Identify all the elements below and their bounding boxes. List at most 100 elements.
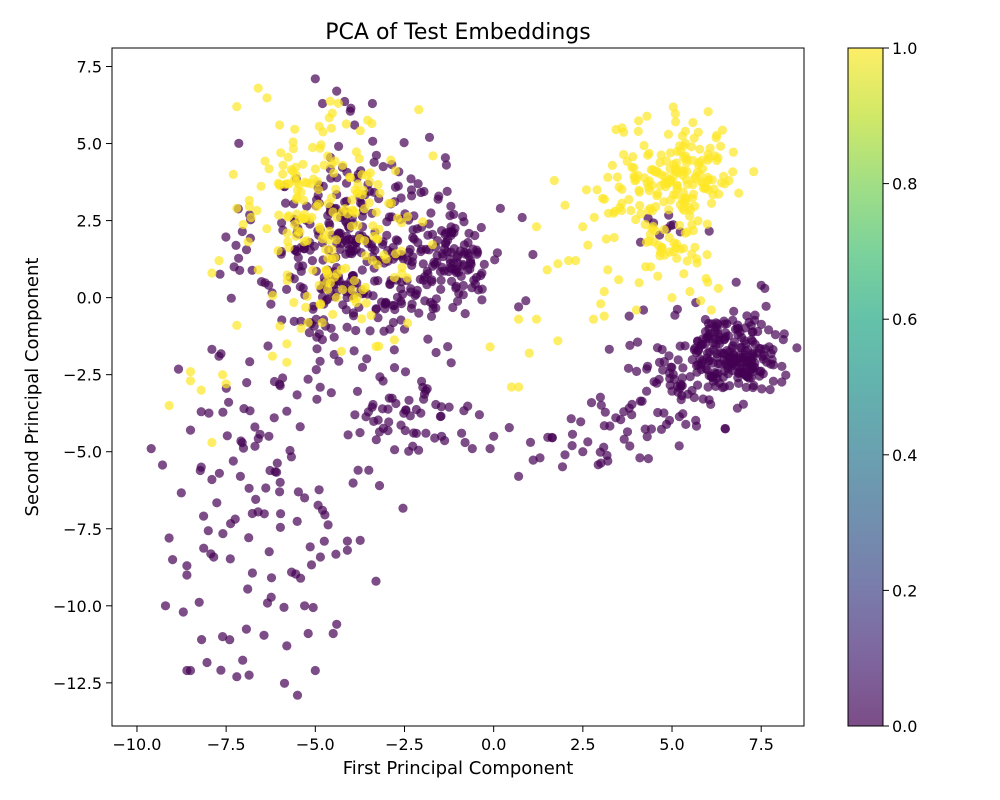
data-point — [238, 443, 249, 453]
data-point — [713, 153, 723, 163]
data-point — [393, 181, 403, 191]
data-point — [196, 385, 206, 395]
data-point — [766, 359, 776, 369]
data-point — [646, 262, 656, 272]
data-point — [329, 168, 339, 178]
data-point — [232, 102, 242, 112]
data-point — [303, 628, 313, 639]
data-point — [619, 407, 629, 417]
data-point — [390, 445, 400, 455]
data-point — [589, 212, 599, 222]
data-point — [713, 283, 724, 293]
scatter-points — [102, 74, 802, 700]
data-point — [332, 619, 342, 629]
data-point — [313, 199, 324, 209]
data-point — [749, 167, 759, 177]
data-point — [232, 672, 242, 682]
data-point — [290, 124, 300, 134]
data-point — [333, 98, 343, 108]
data-point — [349, 346, 359, 356]
data-point — [291, 194, 301, 204]
data-point — [535, 453, 545, 463]
data-point — [276, 148, 286, 158]
data-point — [622, 427, 633, 437]
data-point — [346, 103, 356, 113]
data-point — [593, 460, 603, 470]
data-point — [319, 160, 329, 170]
data-point — [696, 296, 706, 306]
data-point — [398, 289, 408, 299]
data-point — [659, 357, 669, 367]
data-point — [316, 140, 326, 150]
data-point — [443, 342, 453, 352]
data-point — [215, 269, 225, 279]
data-point — [423, 334, 433, 344]
data-point — [368, 136, 378, 146]
data-point — [231, 240, 241, 250]
data-point — [102, 496, 111, 505]
data-point — [185, 376, 196, 386]
data-point — [375, 188, 385, 198]
data-point — [196, 407, 206, 417]
data-point — [332, 86, 342, 96]
data-point — [681, 419, 691, 429]
data-point — [218, 370, 228, 380]
data-point — [668, 369, 678, 379]
data-point — [349, 294, 359, 304]
data-point — [728, 147, 739, 157]
data-point — [366, 310, 376, 320]
data-point — [674, 220, 685, 230]
data-point — [275, 487, 285, 497]
data-point — [289, 297, 299, 308]
data-point — [323, 151, 333, 161]
data-point — [698, 183, 709, 193]
data-point — [718, 372, 728, 382]
data-point — [673, 355, 683, 365]
data-point — [310, 164, 320, 174]
data-point — [711, 133, 721, 143]
data-point — [653, 407, 663, 418]
data-point — [445, 227, 455, 237]
data-point — [470, 230, 480, 241]
data-point — [603, 172, 613, 182]
plot-frame — [111, 47, 805, 727]
data-point — [377, 404, 388, 414]
data-point — [665, 380, 675, 390]
data-point — [418, 259, 428, 269]
data-point — [292, 390, 302, 400]
data-point — [367, 98, 377, 109]
data-point — [619, 434, 629, 444]
data-point — [244, 670, 254, 680]
data-point — [310, 74, 320, 84]
data-point — [164, 533, 174, 543]
data-point — [702, 353, 712, 363]
data-point — [645, 203, 656, 213]
data-point — [393, 236, 403, 246]
data-point — [282, 284, 292, 294]
data-point — [351, 325, 361, 336]
data-point — [724, 347, 735, 357]
data-point — [282, 339, 292, 349]
data-point — [317, 98, 328, 109]
data-point — [444, 402, 454, 412]
data-point — [235, 471, 245, 481]
data-point — [702, 250, 712, 260]
data-point — [664, 205, 674, 215]
colorbar-tick-label: 0.0 — [892, 717, 917, 736]
data-point — [792, 343, 802, 353]
data-point — [332, 212, 342, 222]
data-point — [667, 293, 677, 303]
data-point — [599, 286, 609, 297]
data-point — [463, 237, 473, 248]
data-point — [549, 175, 559, 186]
data-point — [402, 273, 412, 283]
data-point — [416, 246, 426, 257]
data-point — [218, 407, 228, 417]
data-point — [237, 226, 247, 237]
data-point — [720, 423, 730, 434]
data-point — [411, 428, 421, 438]
data-point — [238, 219, 248, 230]
data-point — [414, 308, 424, 318]
data-point — [656, 170, 666, 180]
data-point — [373, 313, 383, 323]
